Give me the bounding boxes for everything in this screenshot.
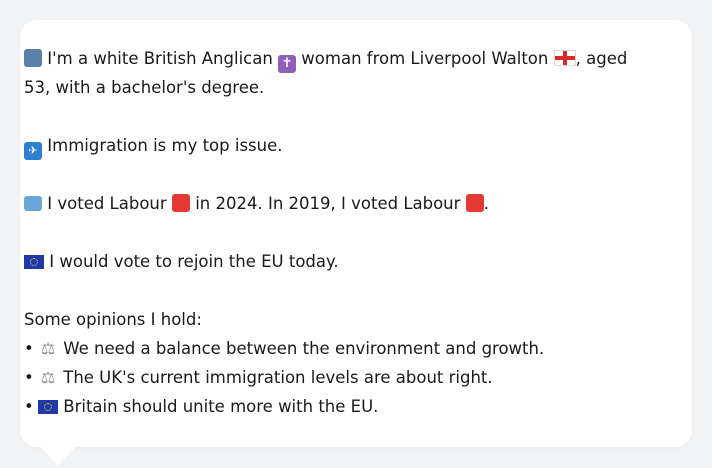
ballot-box-icon: [24, 196, 42, 211]
spacer: [24, 160, 648, 189]
opinion-text: The UK's current immigration levels are …: [63, 368, 493, 387]
profile-text-2: woman from Liverpool Walton: [301, 49, 549, 68]
spacer: [24, 102, 648, 131]
immigration-icon: ✈: [24, 142, 42, 160]
vote-text-2: in 2024. In 2019, I voted Labour: [195, 194, 461, 213]
vote-history-line: I voted Labour in 2024. In 2019, I voted…: [24, 189, 648, 218]
spacer: [24, 276, 648, 305]
eu-stance-text: I would vote to rejoin the EU today.: [49, 252, 339, 271]
red-square-icon: [171, 194, 190, 212]
eu-flag-icon: [24, 255, 44, 269]
opinion-text: We need a balance between the environmen…: [63, 339, 545, 358]
opinion-item: • ⚖ The UK's current immigration levels a…: [24, 363, 648, 392]
top-issue-line: ✈ Immigration is my top issue.: [24, 131, 648, 160]
person-icon: [24, 49, 42, 67]
bullet: •: [24, 339, 34, 358]
latin-cross-icon: ✝: [278, 55, 297, 73]
opinion-item: • Britain should unite more with the EU.: [24, 392, 648, 421]
vote-text-3: .: [483, 194, 489, 213]
eu-stance-line: I would vote to rejoin the EU today.: [24, 247, 648, 276]
opinions-heading: Some opinions I hold:: [24, 310, 202, 329]
bubble-tail: [40, 446, 76, 466]
message-content: I'm a white British Anglican ✝ woman fro…: [24, 44, 648, 421]
message-bubble: [20, 20, 692, 447]
vote-text-1: I voted Labour: [47, 194, 167, 213]
england-flag-icon: [553, 50, 576, 66]
top-issue-text: Immigration is my top issue.: [47, 136, 283, 155]
opinion-item: • ⚖ We need a balance between the environ…: [24, 334, 648, 363]
spacer: [24, 218, 648, 247]
profile-line-1: I'm a white British Anglican ✝ woman fro…: [24, 44, 648, 73]
opinion-text: Britain should unite more with the EU.: [63, 397, 379, 416]
profile-text-1: I'm a white British Anglican: [47, 49, 273, 68]
balance-scale-icon: ⚖: [40, 339, 56, 358]
eu-flag-icon: [38, 400, 58, 414]
profile-text-3: , aged: [575, 49, 628, 68]
balance-scale-icon: ⚖: [40, 368, 56, 387]
red-square-icon: [465, 194, 484, 212]
profile-line-2: 53, with a bachelor's degree.: [24, 78, 265, 97]
bullet: •: [24, 368, 34, 387]
bullet: •: [24, 397, 34, 416]
